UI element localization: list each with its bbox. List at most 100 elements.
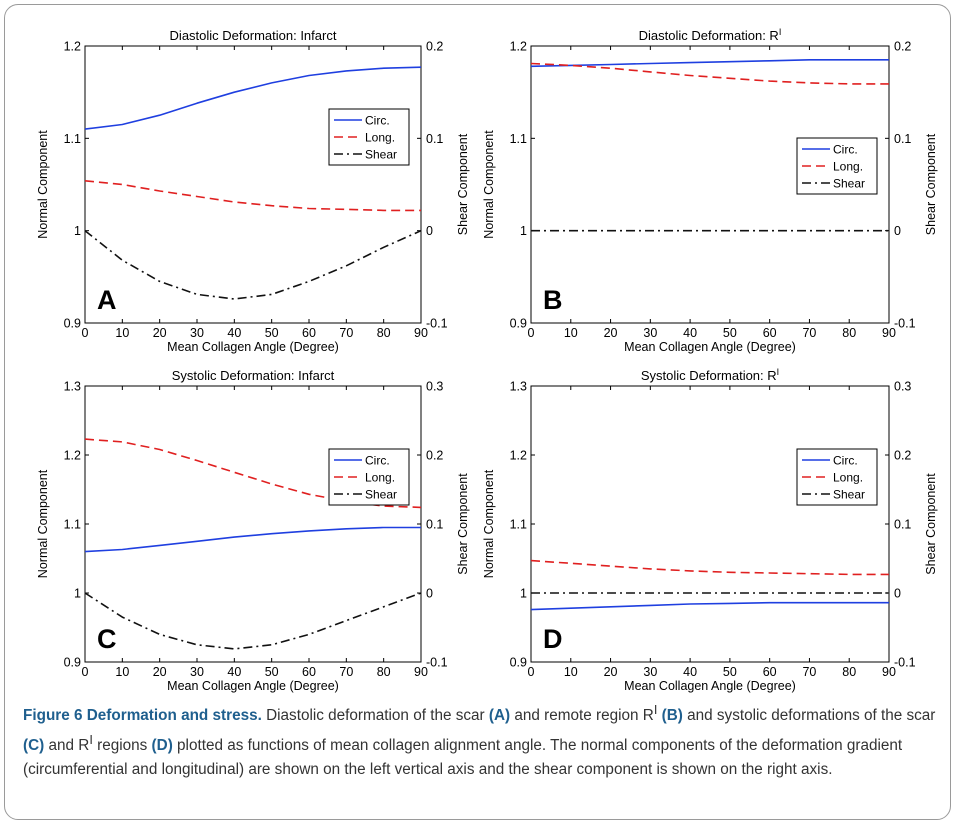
panel-d-legend-label: Circ.	[833, 454, 858, 468]
panel-b-x-tick-label: 40	[683, 326, 697, 340]
caption-sup-1: I	[653, 702, 658, 717]
panel-d-x-tick-label: 80	[842, 665, 856, 679]
caption-ref-b: (B)	[661, 707, 683, 725]
panel-d-y-tick-label: 1.3	[510, 380, 527, 394]
panel-b-x-axis-label: Mean Collagen Angle (Degree)	[624, 340, 796, 354]
panel-c-y2-tick-label: 0.3	[426, 380, 443, 394]
panel-a-panel-letter: A	[97, 285, 117, 315]
panel-a-y2-axis-label: Shear Component	[456, 133, 470, 235]
panel-c-plot-box	[84, 385, 422, 663]
panel-a-y2-tick-label: 0.1	[426, 132, 443, 146]
panel-b-x-tick-label: 60	[763, 326, 777, 340]
panel-c-legend-label: Long.	[365, 471, 395, 485]
caption-sup-2: I	[89, 732, 93, 748]
caption-ref-c: (C)	[23, 737, 45, 755]
caption-text-6: regions	[92, 737, 152, 755]
panel-d-series-circ-line	[530, 601, 889, 611]
panel-b-y-tick-label: 1.2	[510, 40, 527, 54]
panel-d-x-tick-label: 60	[763, 665, 777, 679]
panel-c-x-tick-label: 60	[302, 665, 316, 679]
panel-a-y-tick-label: 1	[74, 224, 81, 238]
panel-d-x-tick-label: 30	[643, 665, 657, 679]
panel-a-x-tick-label: 40	[227, 326, 241, 340]
panel-c-y2-tick-label: -0.1	[426, 656, 448, 670]
panel-b-x-tick-label: 30	[643, 326, 657, 340]
panel-b-legend-label: Shear	[833, 177, 865, 191]
panel-a-x-tick-label: 90	[414, 326, 428, 340]
panel-c-y-tick-label: 1.2	[64, 449, 81, 463]
panel-b-x-tick-label: 10	[564, 326, 578, 340]
panel-d-y2-tick-label: -0.1	[894, 656, 916, 670]
panel-d-y-tick-label: 0.9	[510, 656, 527, 670]
panel-c-x-tick-label: 10	[115, 665, 129, 679]
caption-title: Figure 6 Deformation and stress.	[23, 707, 262, 725]
panel-b-plot-box	[530, 45, 890, 324]
panel-a-series-shear-line	[84, 229, 422, 300]
panel-a-y-tick-label: 0.9	[64, 317, 81, 331]
panel-b-x-tick-label: 20	[604, 326, 618, 340]
panel-d-legend-label: Shear	[833, 488, 865, 502]
panel-d-y-tick-label: 1.1	[510, 518, 527, 532]
panel-c-series-shear-line	[84, 592, 422, 650]
caption-text-1: Diastolic deformation of the scar	[261, 707, 489, 725]
panel-b-panel-letter: B	[543, 285, 563, 315]
panel-b-x-tick-label: 80	[842, 326, 856, 340]
panel-d-y-tick-label: 1.2	[510, 449, 527, 463]
panel-c-legend: Circ. Long. Shear	[328, 448, 410, 506]
panel-a-y-tick-label: 1.2	[64, 40, 81, 54]
panel-b-legend: Circ. Long. Shear	[796, 137, 878, 195]
panel-c-y-tick-label: 1.3	[64, 380, 81, 394]
panel-b-x-tick-label: 70	[802, 326, 816, 340]
panel-c-x-tick-label: 20	[153, 665, 167, 679]
panel-c-x-tick-label: 0	[82, 665, 89, 679]
panel-d-y-tick-label: 1	[520, 587, 527, 601]
panel-c-series-circ-line	[84, 526, 421, 553]
panel-b-y-tick-label: 1	[520, 224, 527, 238]
panel-c-y-tick-label: 1	[74, 587, 81, 601]
panel-a-x-tick-label: 50	[265, 326, 279, 340]
panel-a-legend-label: Shear	[365, 148, 397, 162]
figure-charts: 0 10 20 30 40 50 60 70 80 900.911.11.2-0.100.10.2…	[36, 27, 938, 693]
panel-a-x-tick-label: 0	[82, 326, 89, 340]
panel-a-x-axis-label: Mean Collagen Angle (Degree)	[167, 340, 339, 354]
panel-c-legend-label: Circ.	[365, 454, 390, 468]
panel-c-title: Systolic Deformation: Infarct	[172, 368, 335, 383]
figure-frame: 0 10 20 30 40 50 60 70 80 90 0.9 1 1.1 1.2 -0.1 0 0.1 0.2…	[4, 4, 951, 820]
panel-c-y-tick-label: 0.9	[64, 656, 81, 670]
panel-d-x-tick-label: 50	[723, 665, 737, 679]
panel-b-x-tick-label: 90	[882, 326, 896, 340]
panel-a-x-tick-label: 30	[190, 326, 204, 340]
panel-c-x-tick-label: 90	[414, 665, 428, 679]
panel-c-panel-letter: C	[97, 624, 117, 654]
panel-d-y2-axis-label: Shear Component	[924, 473, 938, 575]
panel-b-y2-tick-label: 0.1	[894, 132, 911, 146]
panel-a-y2-tick-label: 0.2	[426, 40, 443, 54]
panel-d-y2-tick-label: 0	[894, 587, 901, 601]
panel-d-x-tick-label: 40	[683, 665, 697, 679]
panel-d-series-long-line	[530, 559, 889, 576]
panel-d-y2-tick-label: 0.3	[894, 380, 911, 394]
panel-b-legend-label: Long.	[833, 160, 863, 174]
panel-b-y2-axis-label: Shear Component	[924, 133, 938, 235]
panel-a-x-tick-label: 10	[115, 326, 129, 340]
panel-b-y2-tick-label: 0.2	[894, 40, 911, 54]
panel-b-title-sup: I	[779, 27, 782, 37]
panel-d: 0 10 20 30 40 50 60 70 80 90 0.9 1 1.1 1.2 1.3 -0.1 0 0.1…	[482, 367, 938, 693]
panel-c-x-tick-label: 30	[190, 665, 204, 679]
panel-c-y-tick-label: 1.1	[64, 518, 81, 532]
panel-a-x-tick-label: 60	[302, 326, 316, 340]
panel-a-x-tick-label: 70	[339, 326, 353, 340]
panel-b-y-tick-label: 0.9	[510, 317, 527, 331]
caption-text-5: and R	[44, 737, 90, 755]
caption-text-4: and systolic deformations of the scar	[682, 707, 936, 725]
panel-c-y2-axis-label: Shear Component	[456, 473, 470, 575]
panel-b-legend-label: Circ.	[833, 143, 858, 157]
panel-d-title-sup: I	[777, 367, 780, 377]
panel-d-x-tick-label: 10	[564, 665, 578, 679]
panel-a-x-tick-label: 80	[377, 326, 391, 340]
panel-b-y2-tick-label: 0	[894, 224, 901, 238]
panel-d-x-tick-label: 0	[528, 665, 535, 679]
panel-b-title: Diastolic Deformation: RI	[639, 27, 782, 43]
panel-a-legend-label: Long.	[365, 131, 395, 145]
panel-c-x-tick-label: 40	[227, 665, 241, 679]
